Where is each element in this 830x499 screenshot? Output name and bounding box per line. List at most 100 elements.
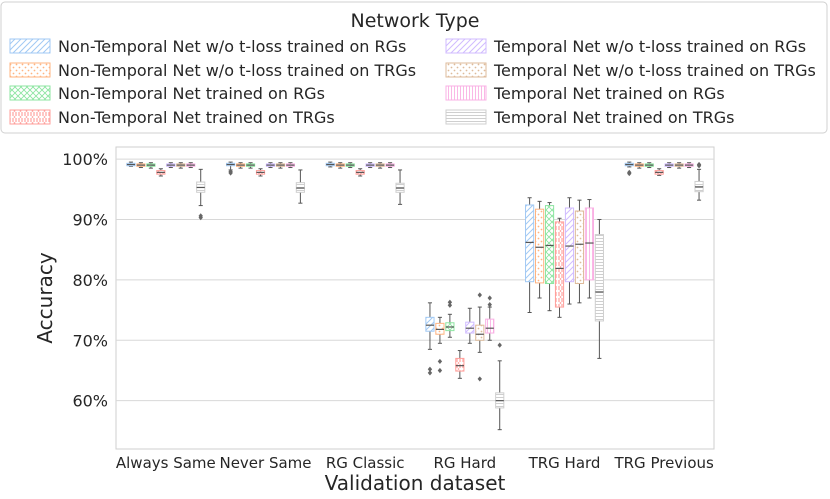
box xyxy=(295,169,305,204)
legend-frame xyxy=(0,1,828,134)
box xyxy=(574,199,585,304)
x-tick-label: RG Classic xyxy=(326,454,405,472)
box xyxy=(445,299,455,338)
flier-point xyxy=(487,302,492,308)
legend-label: Temporal Net w/o t-loss trained on TRGs xyxy=(493,61,816,80)
box xyxy=(335,162,345,169)
box xyxy=(255,168,266,177)
box-body xyxy=(574,210,585,285)
box xyxy=(594,218,604,359)
box xyxy=(475,292,485,382)
box xyxy=(455,350,465,379)
box xyxy=(554,217,565,318)
flier-point xyxy=(696,161,702,168)
legend-item: Non-Temporal Net trained on TRGs xyxy=(9,108,335,127)
box-body xyxy=(534,208,545,284)
box xyxy=(674,162,684,169)
grid-lines xyxy=(116,158,714,402)
x-axis-ticks: Always Same Never Same RG Classic RG Hard TR… xyxy=(116,454,714,472)
legend-label: Non-Temporal Net w/o t-loss trained on R… xyxy=(58,37,406,56)
legend-label: Non-Temporal Net trained on TRGs xyxy=(58,108,335,127)
y-tick-label: 80% xyxy=(72,271,108,290)
box-body xyxy=(525,204,535,283)
box-body xyxy=(584,207,595,281)
legend-item: Non-Temporal Net trained on RGs xyxy=(9,84,325,103)
x-tick-label: Never Same xyxy=(219,454,311,472)
flier-point xyxy=(437,367,443,374)
box xyxy=(285,162,296,169)
plot-area xyxy=(115,146,715,450)
box xyxy=(694,161,704,201)
box xyxy=(664,162,674,169)
flier-point xyxy=(447,299,453,305)
box-body xyxy=(475,324,485,341)
x-tick-label: TRG Previous xyxy=(613,454,714,472)
box xyxy=(624,161,634,177)
legend-item: Temporal Net trained on RGs xyxy=(445,84,725,103)
box xyxy=(525,197,535,313)
legend-swatch xyxy=(9,62,51,78)
box-body xyxy=(564,207,575,283)
legend-swatch xyxy=(9,109,51,125)
flier-point xyxy=(477,376,482,382)
box xyxy=(534,200,545,299)
flier-point xyxy=(627,170,632,177)
box-body xyxy=(425,316,435,332)
legend-swatch xyxy=(445,109,487,125)
box xyxy=(654,168,664,176)
box-body xyxy=(485,318,495,334)
flier-point xyxy=(427,366,433,372)
box xyxy=(226,161,236,176)
legend-label: Temporal Net trained on TRGs xyxy=(493,108,734,127)
y-axis-ticks: 60% 70% 80% 90% 100% xyxy=(62,150,108,411)
legend-item: Temporal Net trained on TRGs xyxy=(445,108,734,127)
box xyxy=(544,202,555,312)
flier-point xyxy=(198,215,203,221)
box-body xyxy=(594,234,604,322)
flier-point xyxy=(477,292,482,298)
y-axis-label: Accuracy xyxy=(33,252,57,343)
legend: Network Type Non-Temporal Net w/o t-loss… xyxy=(0,1,828,134)
box xyxy=(644,162,654,169)
flier-point xyxy=(487,295,492,301)
box xyxy=(564,197,575,305)
box-body xyxy=(295,182,305,193)
flier-point xyxy=(497,342,502,348)
box xyxy=(235,162,246,169)
x-tick-label: TRG Hard xyxy=(528,454,601,472)
box xyxy=(176,162,186,169)
box xyxy=(584,199,595,299)
flier-point xyxy=(228,170,233,176)
flier-point xyxy=(447,302,453,308)
y-tick-label: 90% xyxy=(72,210,108,229)
box xyxy=(156,168,166,177)
box xyxy=(186,162,196,169)
box xyxy=(136,162,146,169)
legend-label: Non-Temporal Net w/o t-loss trained on T… xyxy=(58,61,416,80)
box xyxy=(684,162,694,169)
box xyxy=(485,295,495,341)
box xyxy=(425,302,435,376)
legend-swatch xyxy=(9,38,51,54)
box xyxy=(126,161,136,167)
legend-label: Non-Temporal Net trained on RGs xyxy=(58,84,325,103)
x-tick-label: Always Same xyxy=(116,454,216,472)
legend-item: Non-Temporal Net w/o t-loss trained on T… xyxy=(9,61,416,80)
box xyxy=(375,162,385,169)
box-body xyxy=(455,357,465,372)
x-axis-label: Validation dataset xyxy=(325,471,506,495)
legend-swatch xyxy=(445,85,487,101)
legend-item: Temporal Net w/o t-loss trained on TRGs xyxy=(445,61,816,80)
box xyxy=(345,162,355,169)
y-tick-label: 60% xyxy=(72,392,108,411)
box xyxy=(355,168,365,177)
flier-point xyxy=(437,358,443,365)
box xyxy=(435,316,445,374)
y-tick-label: 70% xyxy=(72,331,108,350)
y-tick-label: 100% xyxy=(62,150,108,169)
legend-swatch xyxy=(445,62,487,78)
flier-point xyxy=(427,370,433,376)
legend-item: Non-Temporal Net w/o t-loss trained on R… xyxy=(9,37,406,56)
box xyxy=(365,162,375,169)
